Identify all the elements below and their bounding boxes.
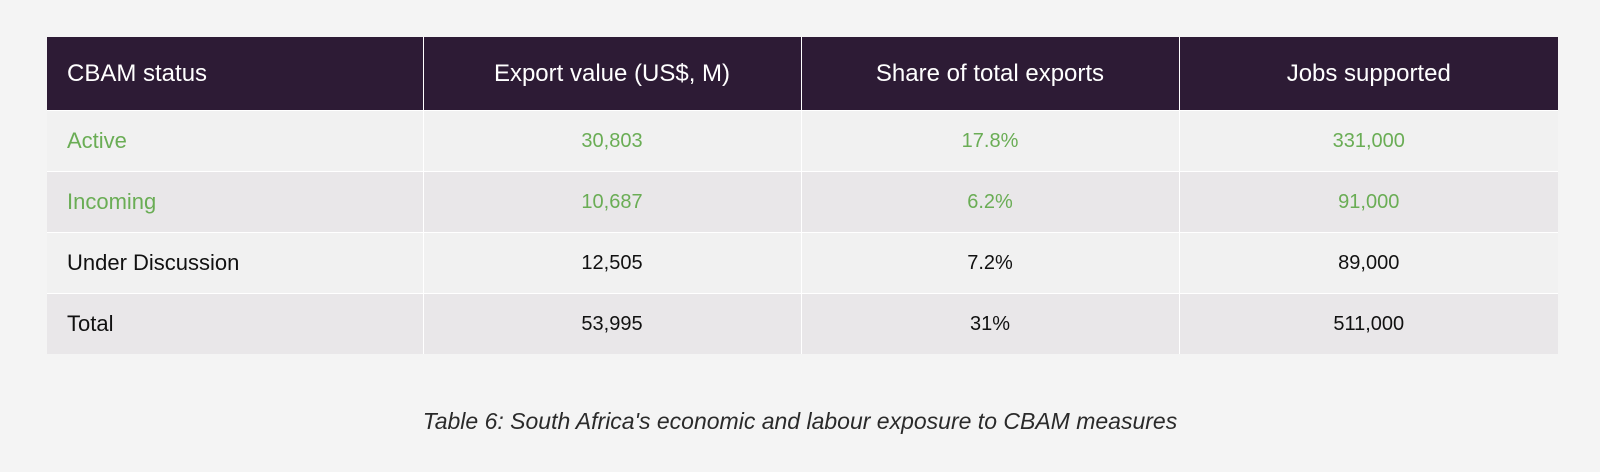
header-row: CBAM status Export value (US$, M) Share … — [47, 37, 1558, 111]
cell-share: 31% — [801, 293, 1180, 354]
cell-jobs: 331,000 — [1179, 110, 1558, 172]
table-caption: Table 6: South Africa's economic and lab… — [422, 408, 1178, 434]
cell-jobs: 91,000 — [1179, 171, 1558, 233]
cell-export-value: 53,995 — [423, 293, 802, 354]
table-row-under-discussion: Under Discussion 12,505 7.2% 89,000 — [47, 232, 1558, 294]
cell-share: 17.8% — [801, 110, 1180, 172]
cell-status: Under Discussion — [47, 232, 424, 294]
header-share-of-exports: Share of total exports — [801, 37, 1180, 111]
header-export-value: Export value (US$, M) — [423, 37, 802, 111]
cell-export-value: 10,687 — [423, 171, 802, 233]
cell-export-value: 30,803 — [423, 110, 802, 172]
table-header: CBAM status Export value (US$, M) Share … — [47, 37, 1558, 111]
table-row-active: Active 30,803 17.8% 331,000 — [47, 110, 1558, 172]
table-row-incoming: Incoming 10,687 6.2% 91,000 — [47, 171, 1558, 233]
cbam-exposure-table: CBAM status Export value (US$, M) Share … — [47, 37, 1558, 354]
cell-export-value: 12,505 — [423, 232, 802, 294]
cell-share: 6.2% — [801, 171, 1180, 233]
header-jobs-supported: Jobs supported — [1179, 37, 1558, 111]
cell-status: Incoming — [47, 171, 424, 233]
cbam-exposure-table-container: CBAM status Export value (US$, M) Share … — [47, 37, 1558, 354]
cell-status: Active — [47, 110, 424, 172]
table-body: Active 30,803 17.8% 331,000 Incoming 10,… — [47, 110, 1558, 354]
cell-share: 7.2% — [801, 232, 1180, 294]
cell-jobs: 511,000 — [1179, 293, 1558, 354]
cell-jobs: 89,000 — [1179, 232, 1558, 294]
header-cbam-status: CBAM status — [47, 37, 424, 111]
cell-status: Total — [47, 293, 424, 354]
table-row-total: Total 53,995 31% 511,000 — [47, 293, 1558, 354]
